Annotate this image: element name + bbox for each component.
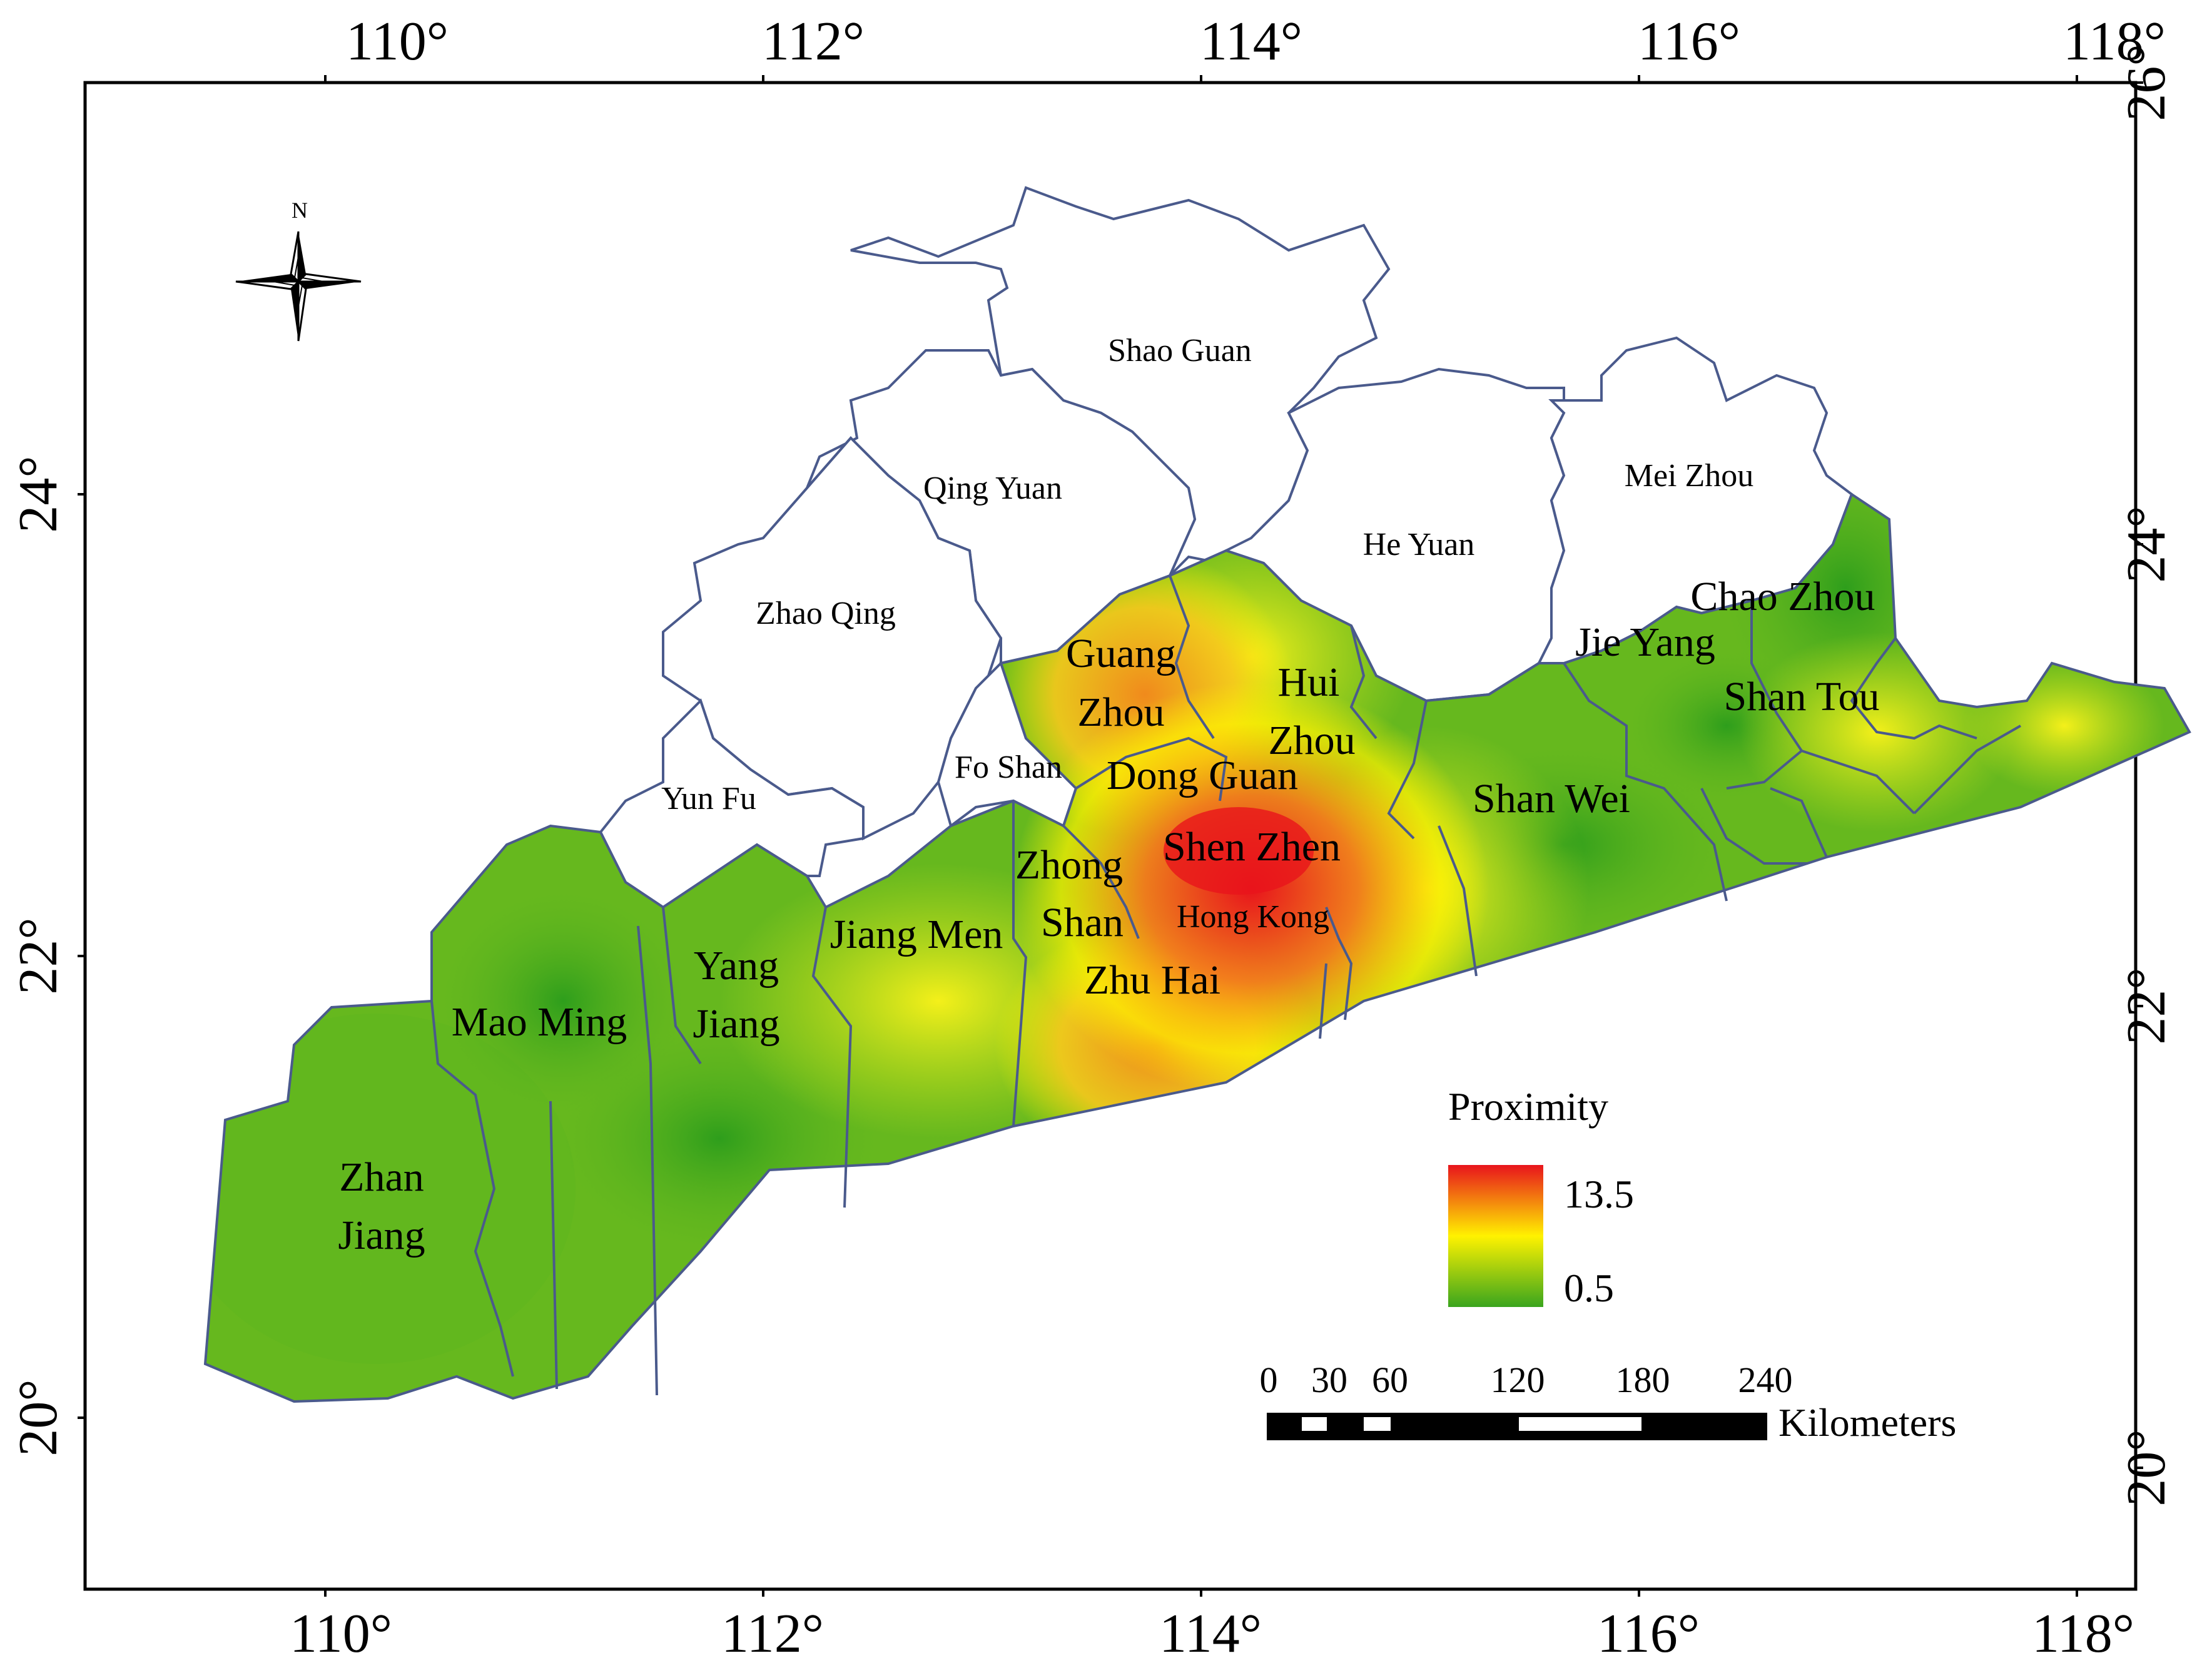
city-labels: Shao Guan Qing Yuan He Yuan Mei Zhou Zha… <box>338 333 1879 1258</box>
city-label-chao-zhou: Chao Zhou <box>1690 574 1875 619</box>
city-label-mei-zhou: Mei Zhou <box>1625 458 1754 494</box>
top-tick-label: 114° <box>1200 11 1302 72</box>
city-label-he-yuan: He Yuan <box>1363 527 1475 562</box>
city-label-yang-jiang-line2: Jiang <box>693 1001 779 1047</box>
axis-ticks <box>78 75 2143 1597</box>
left-axis: 24° 22° 20° <box>8 455 69 1456</box>
city-label-hui-zhou-line2: Zhou <box>1268 718 1355 763</box>
city-label-dong-guan: Dong Guan <box>1107 753 1298 798</box>
right-tick-label: 22° <box>2116 967 2177 1044</box>
proximity-surface <box>205 494 2189 1401</box>
city-label-zhan-jiang-line2: Jiang <box>338 1213 425 1258</box>
right-tick-label: 26° <box>2116 44 2177 121</box>
scale-bar-segment <box>1302 1417 1327 1431</box>
top-tick-label: 110° <box>346 11 449 72</box>
left-tick-label: 20° <box>8 1379 69 1456</box>
city-label-hui-zhou-line1: Hui <box>1278 659 1340 705</box>
top-tick-label: 112° <box>762 11 865 72</box>
city-label-shao-guan: Shao Guan <box>1108 333 1252 369</box>
bottom-tick-label: 110° <box>290 1604 392 1663</box>
city-label-shan-wei: Shan Wei <box>1473 776 1630 821</box>
left-tick-label: 22° <box>8 917 69 994</box>
map-frame <box>83 81 2138 1591</box>
city-label-guang-zhou-line2: Zhou <box>1077 689 1164 735</box>
city-label-zhong-shan-line1: Zhong <box>1015 842 1123 888</box>
city-label-hong-kong: Hong Kong <box>1177 899 1329 935</box>
bottom-tick-label: 112° <box>721 1604 824 1663</box>
left-tick-label: 24° <box>8 455 69 532</box>
top-tick-label: 118° <box>2063 11 2166 72</box>
legend-color-ramp <box>1448 1165 1543 1307</box>
scale-label-240: 240 <box>1738 1360 1793 1400</box>
scale-bar-base <box>1267 1413 1767 1440</box>
right-tick-label: 24° <box>2116 506 2177 582</box>
city-label-jie-yang: Jie Yang <box>1575 619 1715 665</box>
city-label-zhong-shan-line2: Shan <box>1041 900 1124 945</box>
right-tick-label: 20° <box>2116 1429 2177 1506</box>
city-label-qing-yuan: Qing Yuan <box>923 470 1062 506</box>
bottom-tick-label: 116° <box>1597 1604 1700 1663</box>
city-label-zhao-qing: Zhao Qing <box>756 596 896 631</box>
north-label: N <box>292 198 308 223</box>
bottom-axis: 110° 112° 114° 116° 118° <box>290 1604 2134 1663</box>
bottom-tick-label: 114° <box>1159 1604 1262 1663</box>
legend-title: Proximity <box>1448 1084 1608 1129</box>
city-label-yun-fu: Yun Fu <box>661 781 756 816</box>
city-label-jiang-men: Jiang Men <box>830 912 1003 957</box>
north-arrow-icon: N <box>235 198 362 342</box>
scale-label-180: 180 <box>1616 1360 1670 1400</box>
bottom-tick-label: 118° <box>2032 1604 2134 1663</box>
legend-min-label: 0.5 <box>1564 1266 1614 1310</box>
right-axis: 26° 24° 22° 20° <box>2116 44 2177 1506</box>
scale-bar-segment <box>1364 1417 1391 1431</box>
scale-label-120: 120 <box>1491 1360 1545 1400</box>
scale-label-60: 60 <box>1372 1360 1408 1400</box>
legend-max-label: 13.5 <box>1564 1172 1634 1216</box>
city-label-shan-tou: Shan Tou <box>1723 674 1879 720</box>
scale-bar: 0 30 60 120 180 240 Kilometers <box>1260 1360 1957 1445</box>
city-label-zhu-hai: Zhu Hai <box>1084 957 1220 1003</box>
city-label-shen-zhen: Shen Zhen <box>1163 824 1341 870</box>
scale-unit: Kilometers <box>1778 1400 1956 1445</box>
scale-label-30: 30 <box>1311 1360 1347 1400</box>
city-label-fo-shan: Fo Shan <box>955 750 1062 785</box>
top-tick-label: 116° <box>1638 11 1740 72</box>
scale-label-0: 0 <box>1260 1360 1278 1400</box>
city-label-mao-ming: Mao Ming <box>452 999 627 1045</box>
city-label-yang-jiang-line1: Yang <box>694 943 779 989</box>
scale-bar-segment <box>1519 1417 1641 1431</box>
top-axis: 110° 112° 114° 116° 118° <box>346 11 2166 72</box>
colored-boundaries <box>204 493 2191 1403</box>
legend: Proximity 13.5 0.5 <box>1448 1084 1634 1310</box>
city-label-guang-zhou-line1: Guang <box>1066 631 1176 676</box>
city-label-zhan-jiang-line1: Zhan <box>339 1154 424 1200</box>
